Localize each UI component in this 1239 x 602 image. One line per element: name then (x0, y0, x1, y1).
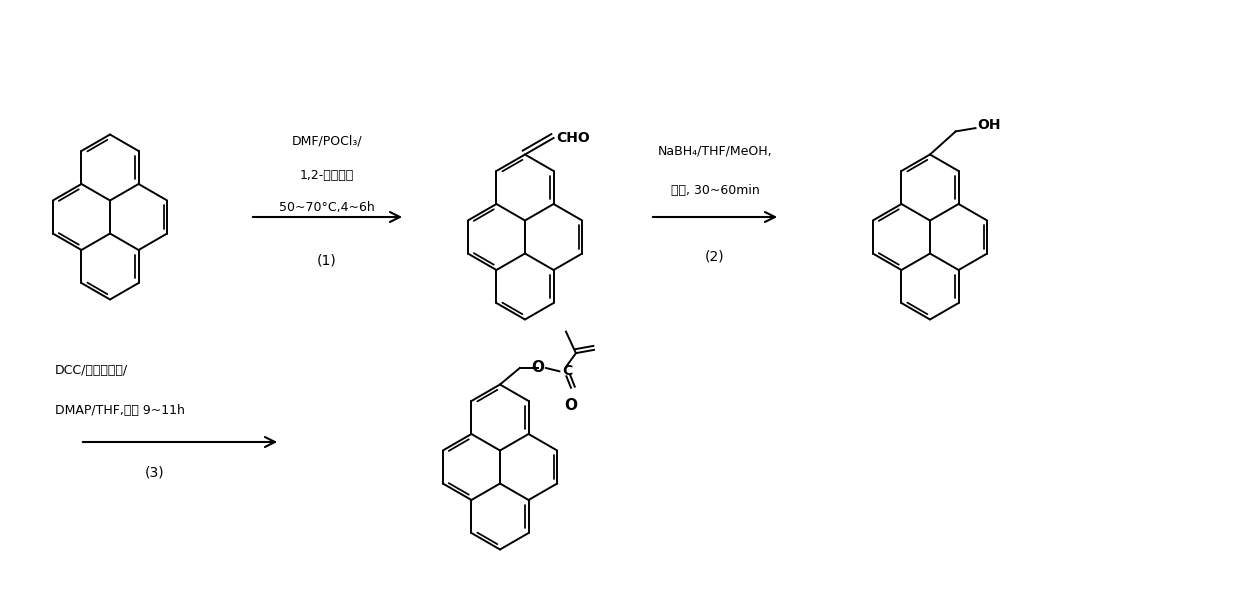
Text: DMF/POCl₃/: DMF/POCl₃/ (291, 134, 362, 147)
Text: 1,2-二氯乙烷: 1,2-二氯乙烷 (300, 169, 354, 182)
Text: NaBH₄/THF/MeOH,: NaBH₄/THF/MeOH, (658, 144, 772, 157)
Text: DMAP/THF,室温 9~11h: DMAP/THF,室温 9~11h (55, 404, 185, 417)
Text: (2): (2) (705, 250, 725, 264)
Text: C: C (563, 364, 572, 378)
Text: 室温, 30~60min: 室温, 30~60min (670, 184, 760, 197)
Text: DCC/甲基丙烯酸/: DCC/甲基丙烯酸/ (55, 364, 128, 377)
Text: CHO: CHO (556, 131, 590, 145)
Text: O: O (565, 398, 577, 413)
Text: OH: OH (978, 118, 1001, 132)
Text: O: O (532, 361, 544, 376)
Text: (3): (3) (145, 466, 165, 480)
Text: (1): (1) (317, 253, 337, 267)
Text: 50~70°C,4~6h: 50~70°C,4~6h (279, 201, 375, 214)
